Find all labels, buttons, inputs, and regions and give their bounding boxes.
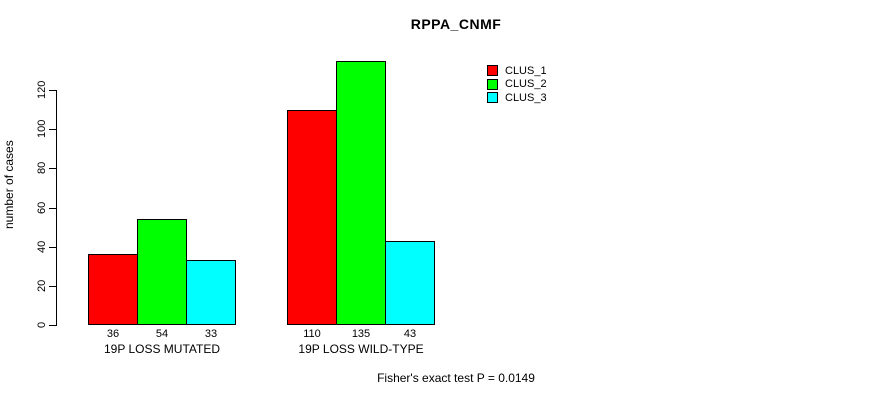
y-axis-tick-label: 60 <box>36 201 48 214</box>
y-axis-tick <box>49 129 56 131</box>
bar-value-label: 110 <box>303 328 321 340</box>
legend-label: CLUS_2 <box>505 78 547 91</box>
y-axis-tick-label: 20 <box>36 279 48 292</box>
legend: CLUS_1 CLUS_2 CLUS_3 <box>487 64 547 105</box>
legend-swatch-icon <box>487 65 498 77</box>
bar-value-label: 36 <box>106 328 120 340</box>
y-axis-tick <box>49 325 56 326</box>
legend-item-clus_1: CLUS_1 <box>487 64 547 78</box>
x-category-label: 19P LOSS WILD-TYPE <box>298 342 424 356</box>
y-axis-tick <box>49 285 56 287</box>
legend-item-clus_3: CLUS_3 <box>487 91 547 105</box>
y-axis-tick-label: 40 <box>36 240 48 253</box>
legend-swatch-icon <box>487 92 498 104</box>
legend-item-clus_2: CLUS_2 <box>487 78 547 92</box>
legend-label: CLUS_3 <box>505 91 547 104</box>
y-axis-tick-label: 80 <box>36 162 48 175</box>
y-axis-tick-label: 120 <box>36 80 48 100</box>
footnote-text: Fisher's exact test P = 0.0149 <box>377 371 535 385</box>
bar-clus_3-group2 <box>385 241 435 325</box>
y-axis-tick <box>49 207 56 209</box>
legend-swatch-icon <box>487 78 498 90</box>
y-axis-tick <box>49 246 56 248</box>
x-category-label: 19P LOSS MUTATED <box>103 342 221 356</box>
legend-label: CLUS_1 <box>505 64 547 77</box>
y-axis-line <box>56 90 57 326</box>
bar-clus_1-group1 <box>88 254 138 325</box>
y-axis-tick <box>49 168 56 170</box>
bar-value-label: 43 <box>403 328 417 340</box>
y-axis-tick-label: 100 <box>36 119 48 139</box>
y-axis-tick <box>49 90 56 91</box>
bar-value-label: 135 <box>351 328 371 340</box>
bar-clus_2-group2 <box>336 61 386 325</box>
bar-value-label: 33 <box>204 328 218 340</box>
bar-value-label: 54 <box>155 328 169 340</box>
y-axis-title: number of cases <box>2 140 16 230</box>
bar-clus_3-group1 <box>186 260 236 325</box>
bar-clus_2-group1 <box>137 219 187 325</box>
bar-clus_1-group2 <box>287 110 337 325</box>
chart-title: RPPA_CNMF <box>410 16 502 32</box>
y-axis-tick-label: 0 <box>36 321 48 329</box>
